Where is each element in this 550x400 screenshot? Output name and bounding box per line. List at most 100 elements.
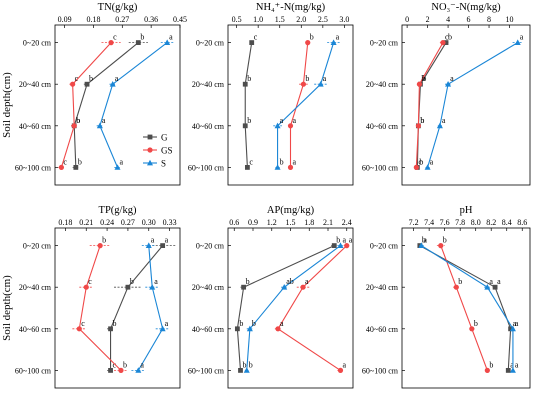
sig-letter-s-2-2: a [442, 116, 446, 125]
point-gs-5-0 [438, 243, 444, 249]
point-gs-4-2 [275, 326, 281, 332]
legend-label-s: S [161, 159, 166, 169]
point-g-2-0 [443, 40, 449, 45]
point-s-1-1 [317, 81, 324, 87]
x-tick-label-0-4: 0.45 [173, 15, 187, 24]
point-s-0-1 [109, 81, 116, 87]
point-s-5-2 [509, 325, 516, 332]
point-s-4-3 [243, 367, 250, 373]
series-line-gs-2 [415, 42, 444, 168]
point-g-0-3 [73, 165, 79, 170]
point-s-5-1 [484, 284, 491, 290]
sig-letter-g-4-3: b [243, 360, 247, 369]
y-tick-label-0-0: 0~20 cm [23, 39, 52, 48]
series-line-g-5 [419, 245, 512, 371]
point-gs-4-1 [300, 284, 306, 290]
legend-marker-g [147, 134, 153, 140]
point-s-3-3 [135, 367, 142, 373]
x-tick-label-4-3: 1.5 [286, 218, 296, 227]
y-tick-label-3-2: 40~60 cm [19, 325, 52, 334]
point-gs-3-1 [83, 284, 89, 290]
point-gs-5-2 [469, 326, 475, 332]
point-gs-0-0 [108, 40, 114, 46]
point-gs-0-1 [70, 81, 76, 87]
sig-letter-gs-2-1: b [421, 74, 425, 83]
point-gs-1-1 [300, 81, 307, 87]
point-g-0-0 [135, 40, 141, 45]
x-tick-label-3-5: 0.33 [163, 218, 177, 227]
x-tick-label-2-0: 0 [405, 15, 409, 24]
sig-letter-g-2-1: b [422, 74, 426, 83]
panel-frame-2 [401, 24, 531, 186]
series-line-g-4 [236, 245, 335, 371]
sig-letter-s-2-1: a [450, 74, 454, 83]
x-tick-label-2-1: 2 [426, 15, 430, 24]
panel-title-1: NH₄⁺-N(mg/kg) [256, 2, 326, 13]
point-gs-1-2 [287, 123, 294, 129]
x-tick-label-4-2: 1.2 [267, 218, 277, 227]
point-g-1-2 [242, 123, 248, 129]
sig-letter-gs-3-2: c [81, 319, 85, 328]
x-tick-label-5-6: 8.4 [502, 218, 512, 227]
series-line-g-3 [110, 245, 164, 371]
x-tick-label-0-3: 0.36 [144, 15, 158, 24]
point-s-4-0 [337, 242, 344, 248]
x-tick-label-3-1: 0.21 [79, 218, 93, 227]
sig-letter-g-1-1: b [247, 74, 251, 83]
legend-marker-gs [147, 147, 153, 153]
series-line-g-1 [244, 42, 253, 168]
y-tick-label-2-3: 60~100 cm [362, 163, 399, 172]
x-tick-label-3-4: 0.30 [142, 218, 156, 227]
point-gs-5-3 [484, 367, 490, 373]
x-tick-label-5-5: 8.2 [486, 218, 496, 227]
panel-frame-5 [401, 227, 531, 389]
sig-letter-s-4-2: b [252, 319, 256, 328]
x-tick-label-2-2: 4 [446, 15, 450, 24]
sig-letter-g-0-1: b [89, 74, 93, 83]
y-tick-label-4-0: 0~20 cm [196, 242, 225, 251]
y-tick-label-2-1: 20~40 cm [366, 80, 399, 89]
x-tick-label-5-0: 7.2 [409, 218, 419, 227]
point-s-5-0 [418, 242, 425, 248]
y-tick-label-5-3: 60~100 cm [362, 366, 399, 375]
x-tick-label-0-1: 0.18 [86, 15, 100, 24]
x-tick-label-2-5: 10 [506, 15, 514, 24]
point-g-1-0 [249, 40, 255, 45]
point-s-3-2 [159, 325, 166, 332]
panel-frame-1 [227, 24, 354, 186]
panel-title-4: AP(mg/kg) [267, 205, 315, 216]
y-tick-label-5-2: 40~60 cm [366, 325, 399, 334]
y-tick-label-3-1: 20~40 cm [19, 283, 52, 292]
point-gs-2-3 [413, 164, 419, 170]
point-s-4-2 [246, 325, 253, 332]
sig-letter-s-1-2: a [280, 116, 284, 125]
point-gs-3-3 [118, 367, 124, 373]
sig-letter-g-0-3: b [78, 157, 82, 166]
sig-letter-s-3-0: a [151, 236, 155, 245]
sig-letter-g-4-2: b [239, 319, 243, 328]
sig-letter-g-4-1: b [246, 277, 250, 286]
point-s-2-2 [436, 122, 443, 129]
sig-letter-gs-1-3: a [293, 157, 297, 166]
sig-letter-gs-0-3: c [63, 157, 67, 166]
y-tick-label-1-3: 60~100 cm [188, 163, 225, 172]
panel-title-5: pH [460, 205, 473, 216]
sig-letter-gs-1-1: b [305, 74, 309, 83]
panel-title-3: TP(g/kg) [99, 205, 137, 216]
sig-letter-gs-3-3: b [123, 360, 127, 369]
sig-letter-gs-3-1: c [88, 277, 92, 286]
sig-letter-s-2-3: a [430, 157, 434, 166]
point-g-3-3 [108, 368, 113, 373]
x-tick-label-1-5: 3.0 [339, 15, 349, 24]
sig-letter-g-2-0: b [448, 33, 452, 42]
point-s-0-3 [114, 164, 121, 170]
x-tick-label-0-0: 0.09 [58, 15, 72, 24]
series-line-s-2 [427, 42, 518, 168]
sig-letter-s-4-0: a [343, 236, 347, 245]
sig-letter-g-1-3: c [249, 157, 253, 166]
y-axis-label-top: Soil depth(cm) [1, 72, 13, 138]
point-gs-5-1 [453, 284, 459, 290]
sig-letter-g-1-0: c [254, 33, 258, 42]
sig-letter-gs-2-3: c [418, 157, 422, 166]
y-tick-label-1-0: 0~20 cm [196, 39, 225, 48]
